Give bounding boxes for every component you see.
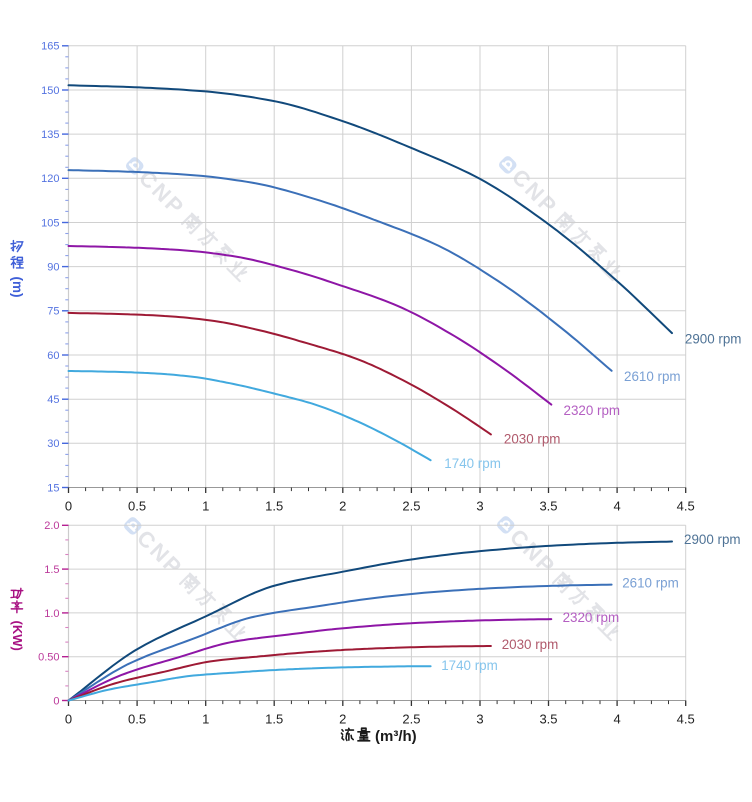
svg-text:2: 2 bbox=[339, 712, 346, 727]
svg-text:2610 rpm: 2610 rpm bbox=[624, 369, 681, 384]
svg-text:2900 rpm: 2900 rpm bbox=[685, 332, 742, 347]
svg-text:45: 45 bbox=[47, 394, 59, 406]
svg-text:2030 rpm: 2030 rpm bbox=[502, 637, 559, 652]
svg-text:15: 15 bbox=[47, 482, 59, 494]
svg-text:3: 3 bbox=[476, 499, 483, 514]
svg-text:90: 90 bbox=[47, 262, 59, 274]
svg-text:2.5: 2.5 bbox=[402, 499, 420, 514]
svg-text:1.5: 1.5 bbox=[265, 712, 283, 727]
svg-text:0.50: 0.50 bbox=[38, 652, 59, 664]
svg-text:75: 75 bbox=[47, 306, 59, 318]
svg-text:4.5: 4.5 bbox=[677, 499, 695, 514]
svg-text:3.5: 3.5 bbox=[539, 499, 557, 514]
svg-text:150: 150 bbox=[41, 85, 59, 97]
svg-text:4: 4 bbox=[613, 499, 620, 514]
svg-text:1: 1 bbox=[202, 712, 209, 727]
svg-text:3.5: 3.5 bbox=[539, 712, 557, 727]
svg-text:0: 0 bbox=[65, 712, 72, 727]
svg-text:60: 60 bbox=[47, 350, 59, 362]
svg-text:120: 120 bbox=[41, 173, 59, 185]
svg-text:2.5: 2.5 bbox=[402, 712, 420, 727]
svg-text:(m³/h): (m³/h) bbox=[375, 728, 417, 745]
svg-text:3: 3 bbox=[476, 712, 483, 727]
svg-text:1.5: 1.5 bbox=[265, 499, 283, 514]
svg-text:1740 rpm: 1740 rpm bbox=[441, 658, 498, 673]
svg-text:1740 rpm: 1740 rpm bbox=[444, 456, 501, 471]
svg-text:2900 rpm: 2900 rpm bbox=[684, 532, 741, 547]
svg-text:2320 rpm: 2320 rpm bbox=[564, 403, 621, 418]
svg-text:(KW): (KW) bbox=[10, 621, 25, 651]
svg-text:0.5: 0.5 bbox=[128, 499, 146, 514]
svg-text:1: 1 bbox=[202, 499, 209, 514]
svg-text:2610 rpm: 2610 rpm bbox=[622, 575, 679, 590]
svg-text:135: 135 bbox=[41, 129, 59, 141]
svg-text:2: 2 bbox=[339, 499, 346, 514]
svg-text:165: 165 bbox=[41, 41, 59, 53]
svg-text:0: 0 bbox=[53, 695, 59, 707]
svg-text:4: 4 bbox=[613, 712, 620, 727]
svg-text:4.5: 4.5 bbox=[677, 712, 695, 727]
svg-text:0: 0 bbox=[65, 499, 72, 514]
svg-text:1.5: 1.5 bbox=[44, 564, 59, 576]
svg-text:2030 rpm: 2030 rpm bbox=[504, 432, 561, 447]
svg-text:1.0: 1.0 bbox=[44, 608, 59, 620]
svg-text:0.5: 0.5 bbox=[128, 712, 146, 727]
svg-text:2320 rpm: 2320 rpm bbox=[563, 610, 620, 625]
svg-text:105: 105 bbox=[41, 217, 59, 229]
svg-text:2.0: 2.0 bbox=[44, 520, 59, 532]
svg-text:(m): (m) bbox=[10, 277, 25, 298]
svg-text:30: 30 bbox=[47, 438, 59, 450]
